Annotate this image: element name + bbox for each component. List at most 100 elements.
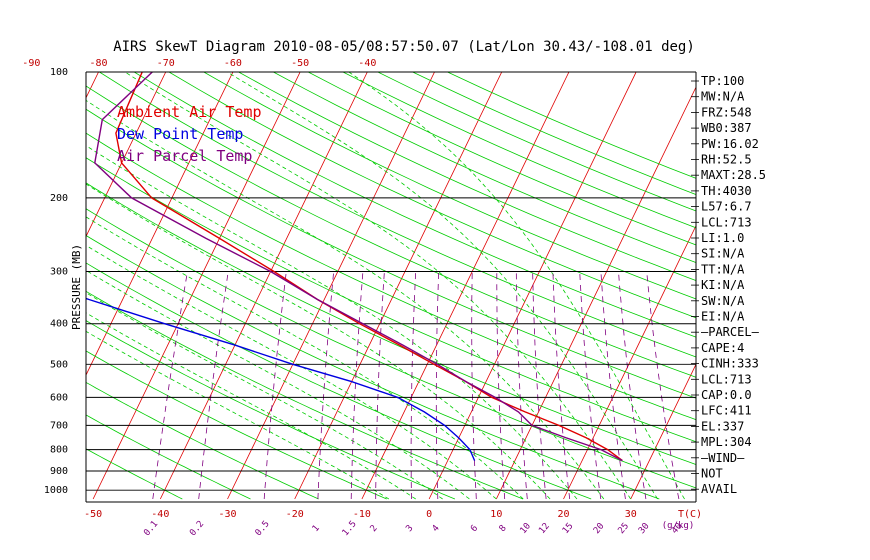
mixing-ratio-line	[471, 271, 477, 500]
pressure-tick-label: 700	[50, 420, 68, 431]
dry-adiabat-line	[86, 381, 319, 500]
side-panel-item: CINH:333	[701, 357, 759, 371]
side-panel-item: NOT	[701, 467, 723, 481]
side-panel-item: SI:N/A	[701, 247, 745, 261]
mixing-ratio-line	[646, 271, 680, 500]
pressure-tick-label: 100	[50, 67, 68, 78]
bottom-temp-tick-label: 0	[426, 509, 432, 520]
bottom-temp-tick-label: 10	[490, 509, 502, 520]
dry-adiabat-line	[86, 414, 251, 500]
dry-adiabat-line	[86, 262, 592, 500]
side-panel-item: KI:N/A	[701, 278, 745, 292]
series-line-air-parcel-temp	[94, 72, 623, 462]
moist-adiabat-line	[348, 72, 685, 500]
mixing-ratio-label: 25	[617, 521, 632, 536]
pressure-tick-label: 400	[50, 319, 68, 330]
dry-adiabat-line	[86, 208, 696, 489]
mixing-ratio-label: 4	[431, 523, 442, 534]
isotherm-line	[159, 72, 368, 500]
mixing-ratio-label: 30	[637, 521, 652, 536]
side-panel-item: EL:337	[701, 419, 744, 433]
moist-adiabat-line	[86, 99, 605, 500]
mixing-ratio-line	[600, 271, 626, 500]
grid-lines	[0, 72, 870, 500]
moist-adiabat-line	[86, 145, 578, 500]
isotherm-line	[0, 72, 31, 499]
side-panel-item: L57:6.7	[701, 200, 752, 214]
dry-adiabat-line	[86, 320, 456, 500]
dry-adiabat-line	[86, 108, 696, 399]
mixing-ratio-line	[532, 271, 547, 500]
dry-adiabat-line	[86, 157, 696, 443]
dry-adiabat-line	[86, 182, 696, 465]
bottom-temp-tick-label: 30	[625, 509, 637, 520]
side-panel-item: PW:16.02	[701, 137, 759, 151]
mixing-ratio-label: 20	[592, 521, 607, 536]
isotherm-line	[630, 363, 696, 500]
moist-adiabat-line	[124, 72, 632, 500]
legend-entry: Dew Point Temp	[117, 125, 243, 143]
isotherm-line	[832, 72, 870, 499]
dry-adiabat-line	[377, 72, 696, 212]
mixing-ratio-line	[435, 271, 439, 500]
mixing-ratio-line	[552, 271, 571, 500]
pressure-tick-label: 300	[50, 267, 68, 278]
mixing-ratio-line	[198, 271, 229, 500]
side-panel-item: LCL:713	[701, 215, 752, 229]
mixing-ratio-label: 0.2	[188, 519, 206, 538]
dry-adiabat-line	[168, 72, 696, 319]
top-temp-tick-label: -90	[22, 58, 40, 69]
mixing-ratio-label: 2	[369, 523, 380, 534]
mixing-ratio-line	[350, 271, 364, 500]
side-panel-item: —WIND—	[701, 451, 745, 465]
side-panel-item: MPL:304	[701, 435, 752, 449]
moist-adiabat-line	[86, 292, 443, 500]
isotherm-line	[227, 72, 435, 500]
top-temp-tick-label: -70	[157, 58, 175, 69]
side-panel-item: MAXT:28.5	[701, 168, 766, 182]
side-panel-item: CAP:0.0	[701, 388, 752, 402]
moist-adiabat-line	[86, 312, 416, 500]
y-axis-label: PRESSURE (MB)	[70, 244, 83, 330]
pressure-tick-label: 1000	[44, 485, 68, 496]
side-panel-item: LI:1.0	[701, 231, 744, 245]
mixing-ratio-label: 3	[404, 523, 415, 534]
side-panel-item: CAPE:4	[701, 341, 744, 355]
dry-adiabat-line	[86, 448, 183, 500]
mixing-ratio-label: 1	[311, 523, 322, 534]
moist-adiabat-line	[226, 72, 658, 500]
side-panel-item: WB0:387	[701, 121, 752, 135]
mixing-ratio-label: 6	[469, 523, 480, 534]
mixing-ratio-unit-label: (g/kg)	[662, 521, 695, 531]
legend: Ambient Air Temp Dew Point Temp Air Parcel…	[117, 103, 262, 165]
bottom-temp-tick-label: -40	[151, 509, 169, 520]
chart-title: AIRS SkewT Diagram 2010-08-05/08:57:50.0…	[113, 39, 695, 55]
dry-adiabat-line	[308, 72, 696, 246]
side-panel-item: EI:N/A	[701, 310, 745, 324]
pressure-tick-label: 800	[50, 445, 68, 456]
mixing-ratio-line	[496, 271, 506, 500]
side-panel-item: LCL:713	[701, 372, 752, 386]
mixing-ratio-line	[618, 271, 647, 500]
isotherm-line	[92, 72, 301, 500]
mixing-ratio-line	[375, 271, 385, 499]
pressure-tick-label: 500	[50, 359, 68, 370]
mixing-ratio-line	[152, 271, 188, 500]
mixing-ratio-line	[317, 271, 335, 500]
side-panel-item: TT:N/A	[701, 262, 745, 276]
mixing-ratio-label: 1.5	[341, 519, 359, 538]
dry-adiabat-line	[412, 72, 696, 195]
profile-lines	[86, 72, 623, 462]
bottom-temp-tick-label: -30	[218, 509, 236, 520]
dry-adiabat-line	[86, 132, 696, 421]
side-panel-item: TH:4030	[701, 184, 752, 198]
moist-adiabat-line	[86, 330, 390, 500]
mixing-ratio-label: 12	[537, 521, 552, 536]
mixing-ratio-line	[515, 271, 528, 500]
dry-adiabat-line	[86, 290, 524, 500]
dry-adiabat-line	[238, 72, 696, 281]
side-panel-item: RH:52.5	[701, 153, 752, 167]
isotherm-line	[86, 72, 167, 238]
